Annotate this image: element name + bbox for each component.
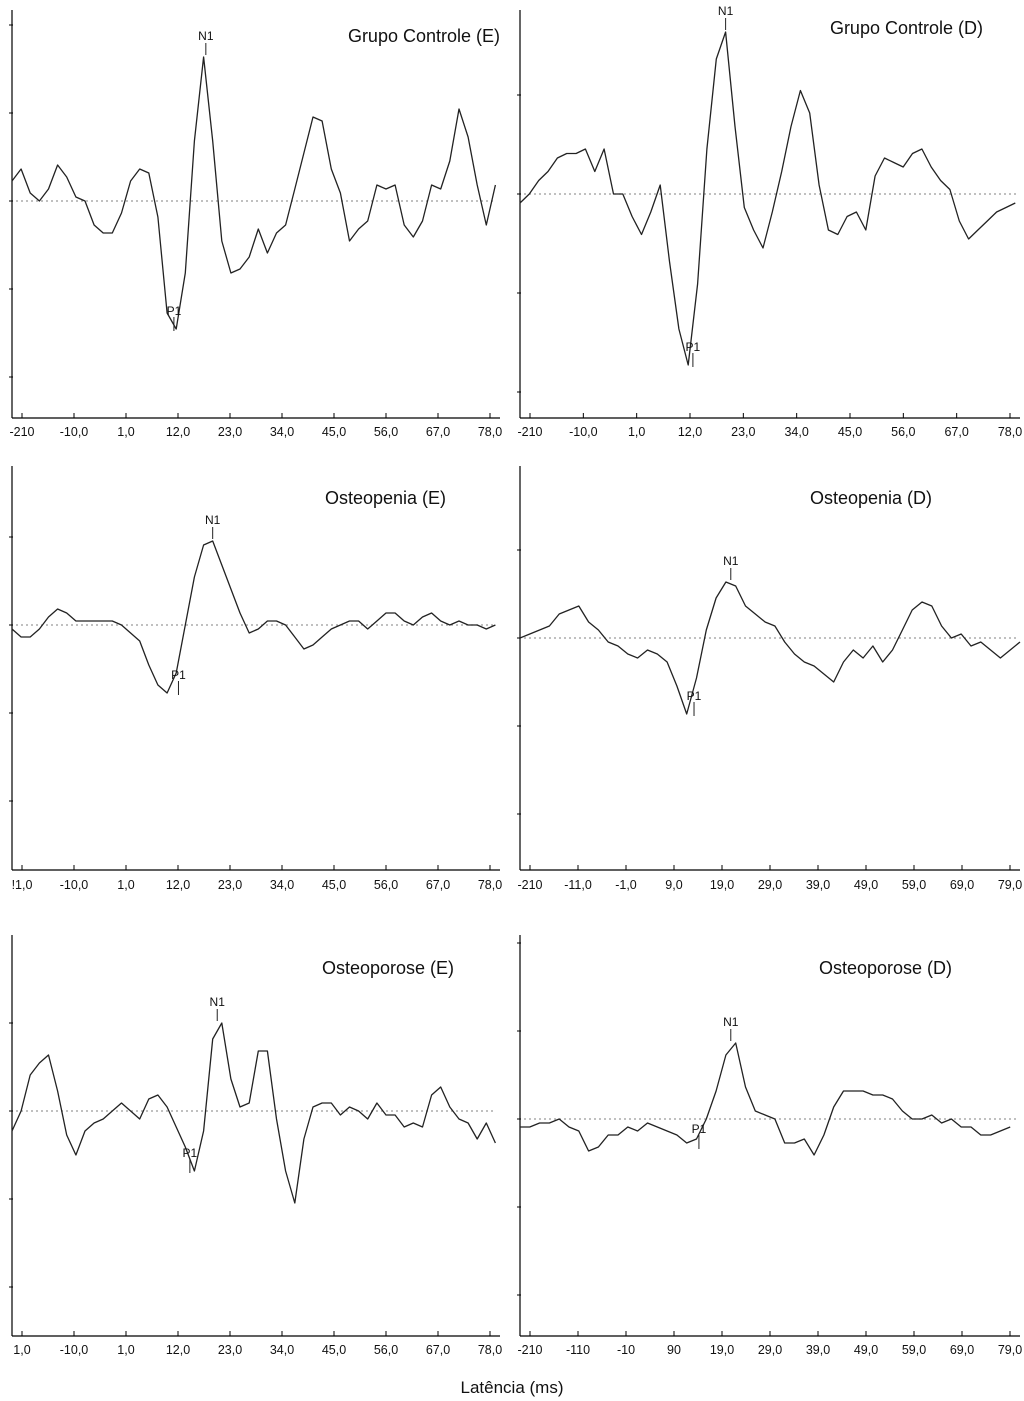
waveform-line	[11, 56, 497, 330]
chart-title: Osteopenia (E)	[325, 488, 446, 508]
chart-title: Osteoporose (E)	[322, 958, 454, 978]
chart-panel-5: 1,0 -10,0 1,0 12,0 23,0 34,0 45,0 56,0 67,0 78,0 N…	[9, 935, 502, 1357]
x-tick-label: 19,0	[710, 1343, 734, 1357]
chart-panel-6: -210 -110 -10 90 19,0 29,0 39,0 49,0 59,0 69,0 79,…	[517, 935, 1022, 1357]
waveform-line	[11, 1022, 496, 1204]
x-tick-label: 90	[667, 1343, 681, 1357]
peak-label-p1: P1	[686, 340, 701, 354]
x-tick-label: 34,0	[270, 425, 294, 439]
chart-panel-4: -210 -11,0 -1,0 9,0 19,0 29,0 39,0 49,0 59,0 69,0…	[517, 466, 1022, 892]
x-tick-label: 56,0	[374, 878, 398, 892]
waveform-line	[520, 1042, 1011, 1156]
x-tick-label: 56,0	[891, 425, 915, 439]
x-tick-label: 1,0	[117, 878, 134, 892]
x-tick-label: -210	[517, 425, 542, 439]
x-tick-label: 29,0	[758, 878, 782, 892]
x-tick-label: 78,0	[478, 878, 502, 892]
x-tick-label: 45,0	[322, 1343, 346, 1357]
peak-label-n1: N1	[205, 513, 221, 527]
x-tick-label: 19,0	[710, 878, 734, 892]
x-tick-label: 23,0	[218, 425, 242, 439]
chart-title: Osteopenia (D)	[810, 488, 932, 508]
peak-label-p1: P1	[687, 689, 702, 703]
peak-label-n1: N1	[198, 29, 214, 43]
x-tick-label: 78,0	[998, 425, 1022, 439]
chart-panel-2: -210 -10,0 1,0 12,0 23,0 34,0 45,0 56,0 67,0 78,0…	[517, 4, 1022, 439]
x-tick-label: 69,0	[950, 878, 974, 892]
x-tick-label: 23,0	[218, 878, 242, 892]
peak-label-n1: N1	[723, 554, 739, 568]
x-tick-label: 39,0	[806, 1343, 830, 1357]
x-tick-label: -10	[617, 1343, 635, 1357]
x-tick-label: 49,0	[854, 1343, 878, 1357]
waveform-line	[519, 31, 1016, 366]
x-tick-label: !1,0	[12, 878, 33, 892]
waveform-line	[519, 581, 1021, 715]
x-tick-label: 79,0	[998, 1343, 1022, 1357]
peak-label-p1: P1	[167, 304, 182, 318]
x-tick-label: 67,0	[426, 878, 450, 892]
x-tick-label: 59,0	[902, 878, 926, 892]
x-tick-label: 12,0	[166, 425, 190, 439]
x-tick-label: 79,0	[998, 878, 1022, 892]
chart-title: Grupo Controle (D)	[830, 18, 983, 38]
x-tick-label: -1,0	[615, 878, 637, 892]
x-tick-label: -10,0	[60, 425, 89, 439]
x-tick-label: 67,0	[426, 425, 450, 439]
x-tick-label: 1,0	[117, 425, 134, 439]
chart-panel-3: !1,0 -10,0 1,0 12,0 23,0 34,0 45,0 56,0 67,0 78,0…	[9, 466, 502, 892]
chart-title: Osteoporose (D)	[819, 958, 952, 978]
x-tick-label: -210	[9, 425, 34, 439]
x-tick-label: -10,0	[60, 1343, 89, 1357]
x-tick-label: 45,0	[322, 425, 346, 439]
x-tick-label: -210	[517, 878, 542, 892]
peak-label-n1: N1	[723, 1015, 739, 1029]
x-tick-label: 59,0	[902, 1343, 926, 1357]
x-tick-label: -10,0	[569, 425, 598, 439]
x-tick-label: 12,0	[166, 878, 190, 892]
x-tick-label: 56,0	[374, 1343, 398, 1357]
peak-label-n1: N1	[210, 995, 226, 1009]
x-tick-label: 56,0	[374, 425, 398, 439]
chart-title: Grupo Controle (E)	[348, 26, 500, 46]
peak-label-p1: P1	[692, 1122, 707, 1136]
x-tick-label: 78,0	[478, 1343, 502, 1357]
x-tick-label: 69,0	[950, 1343, 974, 1357]
x-tick-label: 1,0	[628, 425, 645, 439]
x-tick-label: 78,0	[478, 425, 502, 439]
x-tick-label: 1,0	[13, 1343, 30, 1357]
x-tick-label: -110	[566, 1343, 590, 1357]
x-tick-label: 23,0	[218, 1343, 242, 1357]
x-tick-label: 45,0	[838, 425, 862, 439]
x-tick-label: 34,0	[270, 1343, 294, 1357]
x-axis-label: Latência (ms)	[460, 1378, 564, 1397]
x-tick-label: 12,0	[678, 425, 702, 439]
x-tick-label: -210	[517, 1343, 542, 1357]
x-tick-label: 45,0	[322, 878, 346, 892]
x-tick-label: 9,0	[665, 878, 682, 892]
peak-label-n1: N1	[718, 4, 734, 18]
x-tick-label: 29,0	[758, 1343, 782, 1357]
x-tick-label: 23,0	[731, 425, 755, 439]
waveform-line	[11, 540, 496, 694]
x-tick-label: 67,0	[944, 425, 968, 439]
x-tick-label: 49,0	[854, 878, 878, 892]
x-tick-label: 34,0	[784, 425, 808, 439]
x-tick-label: 1,0	[117, 1343, 134, 1357]
x-tick-label: 67,0	[426, 1343, 450, 1357]
x-tick-label: -11,0	[564, 878, 592, 892]
x-tick-label: -10,0	[60, 878, 89, 892]
x-tick-label: 34,0	[270, 878, 294, 892]
x-tick-label: 12,0	[166, 1343, 190, 1357]
peak-label-p1: P1	[183, 1146, 198, 1160]
chart-panel-1: -210 -10,0 1,0 12,0 23,0 34,0 45,0 56,0 67,0 78,0…	[9, 10, 502, 439]
x-tick-label: 39,0	[806, 878, 830, 892]
peak-label-p1: P1	[171, 668, 186, 682]
